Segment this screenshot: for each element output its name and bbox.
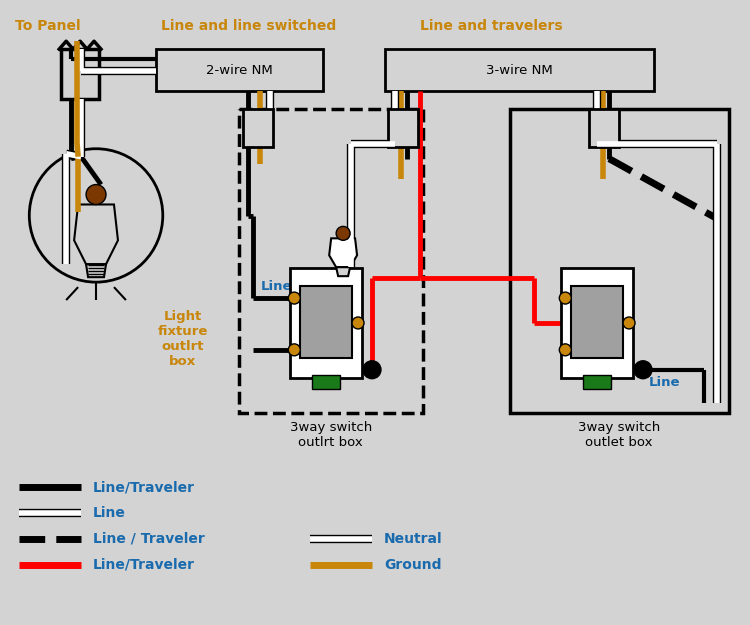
Circle shape (288, 292, 300, 304)
Text: 3way switch
outlet box: 3way switch outlet box (578, 421, 660, 449)
Circle shape (336, 226, 350, 241)
Text: Ground: Ground (384, 558, 442, 572)
Circle shape (363, 361, 381, 379)
Text: Line: Line (260, 279, 292, 292)
FancyBboxPatch shape (584, 375, 611, 389)
Text: Line/Traveler: Line/Traveler (93, 558, 195, 572)
Text: Line: Line (649, 376, 680, 389)
FancyBboxPatch shape (388, 109, 418, 147)
Circle shape (288, 344, 300, 356)
Text: Line and line switched: Line and line switched (160, 19, 336, 33)
Text: To Panel: To Panel (15, 19, 81, 33)
FancyBboxPatch shape (590, 109, 619, 147)
Circle shape (623, 317, 635, 329)
Circle shape (560, 292, 572, 304)
Polygon shape (86, 264, 106, 277)
Text: Line / Traveler: Line / Traveler (93, 532, 205, 546)
FancyBboxPatch shape (244, 109, 274, 147)
Text: 3way switch
outlrt box: 3way switch outlrt box (290, 421, 372, 449)
Circle shape (352, 317, 364, 329)
Text: Light
fixture
outlrt
box: Light fixture outlrt box (158, 310, 208, 368)
FancyBboxPatch shape (312, 375, 340, 389)
FancyBboxPatch shape (572, 286, 623, 357)
FancyBboxPatch shape (290, 268, 362, 378)
FancyBboxPatch shape (561, 268, 633, 378)
FancyBboxPatch shape (62, 49, 99, 99)
Text: Line and travelers: Line and travelers (420, 19, 562, 33)
Text: 2-wire NM: 2-wire NM (206, 64, 273, 77)
Polygon shape (336, 268, 350, 276)
Text: Neutral: Neutral (384, 532, 442, 546)
FancyBboxPatch shape (300, 286, 352, 357)
Text: Line/Traveler: Line/Traveler (93, 480, 195, 494)
Circle shape (634, 361, 652, 379)
Text: 3-wire NM: 3-wire NM (486, 64, 553, 77)
Circle shape (560, 344, 572, 356)
Text: Line: Line (93, 506, 126, 520)
Circle shape (86, 184, 106, 204)
Polygon shape (329, 238, 357, 268)
